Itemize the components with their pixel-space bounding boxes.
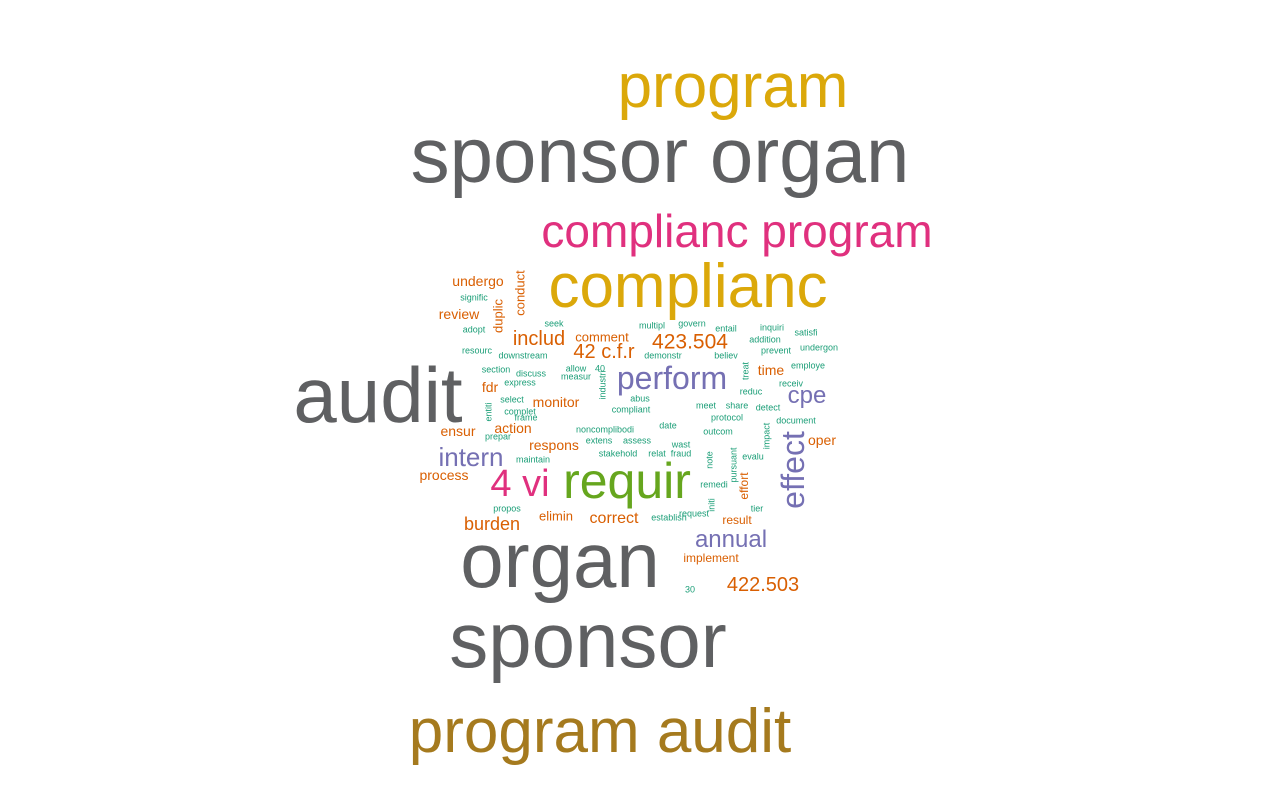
cloud-word: prevent xyxy=(760,345,792,356)
cloud-word: undergon xyxy=(799,342,839,353)
cloud-word: fdr xyxy=(481,379,499,395)
cloud-word: entiti xyxy=(483,402,494,422)
cloud-word: ensur xyxy=(440,423,476,439)
cloud-word: meet xyxy=(695,400,717,411)
cloud-word: relat xyxy=(648,448,666,459)
cloud-word: protocol xyxy=(710,412,744,423)
cloud-word: 4 vi xyxy=(490,463,550,505)
cloud-word: effect xyxy=(775,431,811,509)
cloud-word: includ xyxy=(512,328,566,350)
cloud-word: 40 xyxy=(594,363,606,374)
cloud-word: reduc xyxy=(739,386,763,397)
cloud-word: fraud xyxy=(670,448,692,459)
cloud-word: seek xyxy=(544,318,564,329)
cloud-word: select xyxy=(500,394,524,405)
cloud-word: tier xyxy=(750,503,764,514)
cloud-word: discuss xyxy=(515,368,547,379)
cloud-word: elimin xyxy=(539,508,573,524)
cloud-word: abus xyxy=(630,393,650,404)
cloud-word: review xyxy=(438,306,480,322)
cloud-word: burden xyxy=(463,514,521,534)
cloud-word: effort xyxy=(737,472,751,500)
cloud-word: perform xyxy=(616,360,728,396)
cloud-word: complianc xyxy=(548,252,828,321)
cloud-word: believ xyxy=(714,350,738,361)
cloud-word: process xyxy=(419,467,469,483)
cloud-word: sponsor organ xyxy=(410,111,910,199)
cloud-word: audit xyxy=(293,351,463,439)
cloud-word: detect xyxy=(755,402,781,413)
cloud-word: share xyxy=(725,400,749,411)
cloud-word: resourc xyxy=(461,345,493,356)
cloud-word: multipl xyxy=(638,320,666,331)
cloud-word: satisfi xyxy=(794,327,818,338)
cloud-word: correct xyxy=(589,510,639,527)
cloud-word: measur xyxy=(560,371,592,382)
cloud-word: prepar xyxy=(484,431,512,442)
cloud-word: propos xyxy=(493,503,521,514)
cloud-word: maintain xyxy=(515,454,551,465)
cloud-word: allow xyxy=(565,363,587,374)
cloud-word: evalu xyxy=(742,451,764,462)
cloud-word: remedi xyxy=(700,479,728,490)
cloud-word: document xyxy=(776,415,816,426)
cloud-word: result xyxy=(722,513,752,527)
cloud-word: entail xyxy=(715,323,737,334)
cloud-word: conduct xyxy=(512,270,528,316)
cloud-word: oper xyxy=(807,432,837,448)
cloud-word: time xyxy=(757,362,785,378)
cloud-word: industri xyxy=(597,370,608,400)
cloud-word: adopt xyxy=(462,324,486,335)
cloud-word: comment xyxy=(575,329,629,345)
cloud-word: monitor xyxy=(532,394,580,410)
cloud-word: addition xyxy=(749,334,781,345)
cloud-word: outcom xyxy=(703,426,733,437)
cloud-word: extens xyxy=(585,435,613,446)
cloud-word: inquiri xyxy=(759,322,785,333)
cloud-word: 423.504 xyxy=(652,330,728,354)
cloud-word: respons xyxy=(529,437,579,453)
cloud-word: establish xyxy=(651,512,687,523)
cloud-word: complet xyxy=(504,406,536,417)
cloud-word: intern xyxy=(438,442,504,472)
cloud-word: annual xyxy=(694,526,768,553)
cloud-word: noncomplibodi xyxy=(575,424,635,435)
cloud-word: 422.503 xyxy=(726,574,800,596)
cloud-word: organ xyxy=(460,516,660,604)
cloud-word: 30 xyxy=(684,584,696,595)
cloud-word: pursuant xyxy=(728,447,739,483)
cloud-word: 42 c.f.r xyxy=(573,341,635,363)
cloud-word: date xyxy=(659,420,677,431)
cloud-word: wast xyxy=(671,439,691,450)
cloud-word: receiv xyxy=(778,378,804,389)
cloud-word: assess xyxy=(622,435,652,446)
cloud-word: duplic xyxy=(490,299,506,333)
cloud-word: program audit xyxy=(408,697,792,766)
cloud-word: complianc program xyxy=(541,205,933,257)
cloud-word: compliant xyxy=(611,404,651,415)
cloud-word: sponsor xyxy=(449,596,727,684)
cloud-word: govern xyxy=(678,318,706,329)
cloud-word: employe xyxy=(790,360,826,371)
cloud-word: note xyxy=(704,451,715,469)
cloud-word: signific xyxy=(460,292,488,303)
cloud-word: action xyxy=(494,420,532,436)
cloud-word: cpe xyxy=(787,382,827,409)
cloud-word: downstream xyxy=(498,350,548,361)
cloud-word: request xyxy=(678,508,710,519)
cloud-word: demonstr xyxy=(644,350,682,361)
cloud-word: frame xyxy=(514,412,538,423)
cloud-word: section xyxy=(481,364,511,375)
cloud-word: impact xyxy=(761,422,772,450)
cloud-word: treat xyxy=(740,361,751,381)
cloud-word: stakehold xyxy=(598,448,638,459)
cloud-word: express xyxy=(504,377,536,388)
cloud-word: requir xyxy=(563,453,691,509)
cloud-word: program xyxy=(617,52,849,121)
cloud-word: implement xyxy=(683,551,739,565)
cloud-word: undergo xyxy=(452,273,504,289)
